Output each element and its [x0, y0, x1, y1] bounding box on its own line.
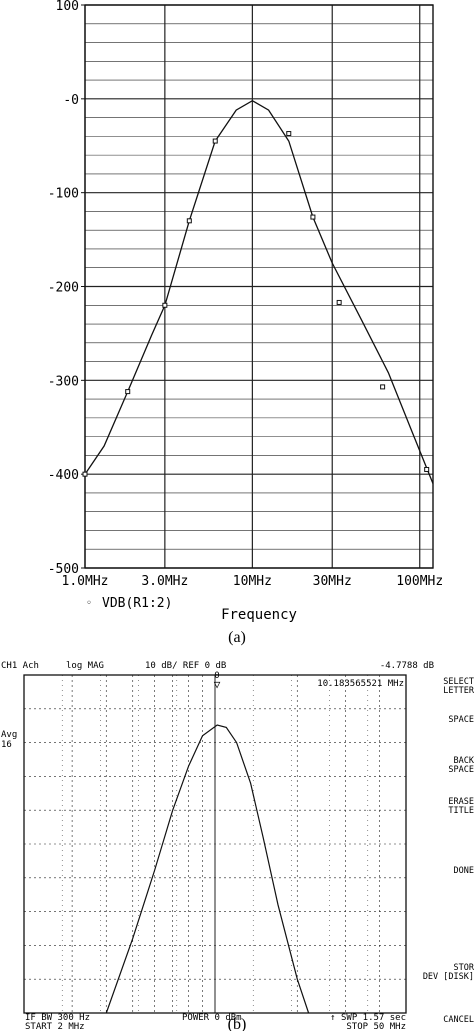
softkey-cancel[interactable]: CANCEL: [443, 1015, 474, 1025]
softkey-back-space-line1: BACK: [454, 756, 474, 766]
legend-marker-icon: ◦: [86, 598, 92, 609]
panel-a-spice-plot: 100 -0 -100 -200 -300 -400 -500 1.0MHz 3.0MHz 10…: [48, 0, 444, 646]
softkey-select-letter-line1: SELECT: [443, 677, 474, 687]
softkey-back-space-line2: SPACE: [448, 765, 474, 775]
y-tick-label: -100: [48, 187, 79, 202]
series-marker: [336, 299, 342, 305]
marker-value-readout: -4.7788 dB: [380, 661, 434, 671]
start-label: START 2 MHz: [25, 1022, 85, 1031]
y-tick-label: 100: [56, 0, 79, 14]
series-marker: [286, 131, 292, 137]
softkey-done-label: DONE: [454, 866, 474, 876]
series-marker: [82, 471, 88, 477]
softkey-stor-dev[interactable]: STOR DEV [DISK]: [423, 963, 474, 982]
softkey-select-letter[interactable]: SELECT LETTER: [443, 677, 474, 696]
softkey-stor-dev-line1: STOR: [454, 963, 474, 973]
panel-a-x-tick-labels: 1.0MHz 3.0MHz 10MHz 30MHz 100MHz: [62, 574, 444, 589]
y-tick-label: -500: [48, 562, 79, 577]
x-axis-title: Frequency: [221, 607, 297, 623]
softkey-erase-title-line2: TITLE: [448, 806, 474, 816]
softkey-back-space[interactable]: BACK SPACE: [448, 756, 474, 775]
panel-a-series-line: [84, 99, 434, 484]
softkey-erase-title[interactable]: ERASE TITLE: [448, 797, 474, 816]
channel-label: CH1 Ach: [1, 661, 39, 671]
softkey-done[interactable]: DONE: [454, 866, 474, 876]
softkey-stor-dev-line2: DEV [DISK]: [423, 972, 474, 982]
reference-marker-label: 0: [214, 671, 219, 681]
x-tick-label: 30MHz: [313, 574, 352, 589]
panel-a-series-markers: [82, 131, 430, 477]
x-tick-label: 1.0MHz: [62, 574, 109, 589]
series-marker: [424, 466, 430, 472]
series-marker: [125, 389, 131, 395]
x-tick-label: 100MHz: [396, 574, 443, 589]
panel-b-series-line: [105, 724, 310, 1014]
series-marker: [380, 384, 386, 390]
softkey-menu: SELECT LETTER SPACE BACK SPACE ERASE TIT…: [423, 677, 474, 1025]
panel-b-grid: [24, 675, 406, 1013]
legend-series-name: VDB(R1:2): [102, 596, 172, 611]
softkey-cancel-label: CANCEL: [443, 1015, 474, 1025]
format-label: log MAG: [66, 661, 104, 671]
marker-triangle-icon: ▽: [214, 678, 221, 691]
y-tick-label: -400: [48, 468, 79, 483]
panel-a-label: (a): [228, 629, 246, 646]
avg-count: 16: [1, 740, 12, 750]
x-tick-label: 3.0MHz: [141, 574, 188, 589]
x-tick-label: 10MHz: [233, 574, 272, 589]
panel-b-frame: [23, 674, 407, 1014]
avg-label: Avg: [1, 730, 17, 740]
y-tick-label: -0: [63, 93, 79, 108]
softkey-erase-title-line1: ERASE: [448, 797, 474, 807]
softkey-space[interactable]: SPACE: [448, 715, 474, 725]
panel-a-grid: [84, 4, 433, 569]
panel-b-label: (b): [228, 1016, 247, 1031]
panel-a-y-tick-labels: 100 -0 -100 -200 -300 -400 -500: [48, 0, 85, 577]
stop-label: STOP 50 MHz: [346, 1022, 406, 1031]
power-label: POWER 0 dBm: [182, 1013, 242, 1023]
y-tick-label: -200: [48, 281, 79, 296]
sweep-label: ↑ SWP 1.57 sec: [330, 1013, 406, 1023]
series-marker: [186, 218, 192, 224]
y-tick-label: -300: [48, 374, 79, 389]
series-marker: [162, 302, 168, 308]
series-marker: [310, 214, 316, 220]
panel-b-network-analyzer: CH1 Ach log MAG 10 dB/ REF 0 dB -4.7788 …: [1, 661, 474, 1031]
series-marker: [212, 138, 218, 144]
scale-label: 10 dB/ REF 0 dB: [145, 661, 226, 671]
if-bw-label: IF BW 300 Hz: [25, 1013, 90, 1023]
softkey-space-label: SPACE: [448, 715, 474, 725]
marker-frequency-readout: 10.183565521 MHz: [317, 679, 404, 689]
softkey-select-letter-line2: LETTER: [443, 686, 474, 696]
